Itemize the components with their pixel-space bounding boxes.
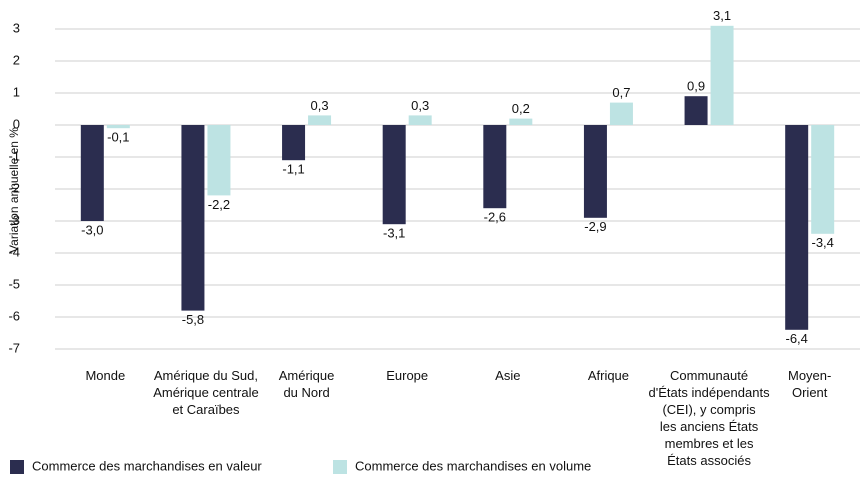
bar <box>684 96 708 125</box>
x-tick-label: Asie <box>495 368 520 383</box>
y-tick-label: -6 <box>8 308 20 323</box>
bar <box>282 125 306 161</box>
bar <box>80 125 104 221</box>
y-tick-label: 2 <box>13 52 20 67</box>
data-label: -2,9 <box>584 219 606 234</box>
x-tick-label: Communauté d'États indépendants (CEI), y c… <box>649 368 771 468</box>
data-label: 0,3 <box>311 98 329 113</box>
legend-swatch <box>10 460 24 474</box>
data-label: -0,1 <box>107 130 129 145</box>
legend-swatch <box>333 460 347 474</box>
bar <box>207 125 231 196</box>
y-tick-label: 3 <box>13 20 20 35</box>
legend-label: Commerce des marchandises en valeur <box>32 458 262 473</box>
legend-label: Commerce des marchandises en volume <box>355 458 591 473</box>
y-tick-label: -5 <box>8 276 20 291</box>
y-tick-label: -7 <box>8 340 20 355</box>
x-tick-label: Amérique du Nord <box>279 368 335 400</box>
bar <box>710 25 734 125</box>
bar <box>382 125 406 225</box>
bar <box>308 115 332 125</box>
bar <box>609 102 633 125</box>
data-label: -3,4 <box>811 235 833 250</box>
data-label: 0,9 <box>687 79 705 94</box>
data-label: 0,7 <box>612 85 630 100</box>
data-label: -3,1 <box>383 226 405 241</box>
x-tick-label: Monde <box>85 368 125 383</box>
data-label: -2,6 <box>484 210 506 225</box>
bar <box>483 125 507 209</box>
bar <box>106 125 130 129</box>
data-label: 0,3 <box>411 98 429 113</box>
data-label: -3,0 <box>81 222 103 237</box>
x-tick-label: Afrique <box>588 368 629 383</box>
data-label: 3,1 <box>713 8 731 23</box>
data-label: -5,8 <box>182 312 204 327</box>
y-tick-label: -2 <box>8 180 20 195</box>
bar <box>811 125 835 234</box>
bar <box>785 125 809 330</box>
y-tick-label: 0 <box>13 116 20 131</box>
x-tick-label: Amérique du Sud, Amérique centrale et Cara… <box>153 368 259 417</box>
x-tick-label: Moyen-Orient <box>788 368 831 400</box>
x-tick-label: Europe <box>386 368 428 383</box>
data-label: -1,1 <box>282 162 304 177</box>
bar <box>181 125 205 311</box>
data-label: -2,2 <box>208 197 230 212</box>
bar <box>583 125 607 218</box>
data-label: 0,2 <box>512 101 530 116</box>
data-label: -6,4 <box>785 331 807 346</box>
bar <box>408 115 432 125</box>
y-tick-label: 1 <box>13 84 20 99</box>
y-tick-label: -4 <box>8 244 20 259</box>
y-axis-label: Variation annuelle en % <box>7 127 21 253</box>
y-tick-label: -3 <box>8 212 20 227</box>
bar <box>509 118 533 125</box>
y-tick-label: -1 <box>8 148 20 163</box>
